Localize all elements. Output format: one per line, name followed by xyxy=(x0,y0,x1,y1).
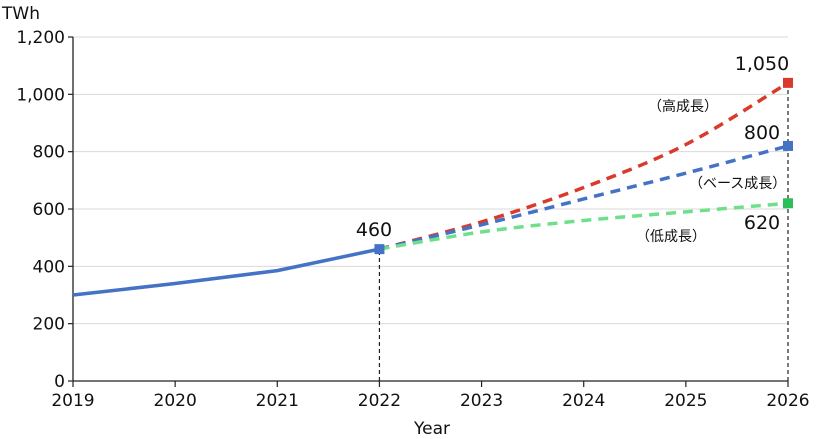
x-tick-label-7: 2026 xyxy=(766,391,809,411)
x-tick-label-1: 2020 xyxy=(154,391,197,411)
grid-lines xyxy=(73,36,788,325)
data-label-low-2026: 620 xyxy=(744,212,780,234)
series-lines xyxy=(72,81,789,297)
reference-lines xyxy=(378,82,789,381)
point-marker-3 xyxy=(783,198,793,209)
x-axis-title: Year xyxy=(413,419,450,439)
x-tick-label-4: 2023 xyxy=(460,391,503,411)
axes xyxy=(68,36,789,387)
y-tick-label-2: 400 xyxy=(33,257,65,277)
y-tick-label-6: 1,200 xyxy=(16,28,65,48)
series-line-1 xyxy=(378,81,789,251)
point-marker-2 xyxy=(783,140,793,151)
x-tick-label-2: 2021 xyxy=(256,391,299,411)
x-tick-label-5: 2024 xyxy=(562,391,605,411)
point-marker-1 xyxy=(783,77,793,88)
series-line-0 xyxy=(72,247,380,297)
y-tick-label-3: 600 xyxy=(33,200,65,220)
data-label-base-2026: 800 xyxy=(744,122,780,144)
y-tick-label-4: 800 xyxy=(33,143,65,163)
x-tick-label-0: 2019 xyxy=(51,391,94,411)
x-tick-label-6: 2025 xyxy=(664,391,707,411)
y-tick-label-0: 0 xyxy=(54,372,65,392)
series-label-low: （低成長） xyxy=(636,229,706,245)
data-label-high-2026: 1,050 xyxy=(735,53,789,75)
series-line-2 xyxy=(379,144,789,251)
y-tick-label-5: 1,000 xyxy=(16,85,65,105)
y-tick-label-1: 200 xyxy=(33,315,65,335)
end-markers xyxy=(374,77,793,255)
tick-labels: 0 200 400 600 800 1,000 1,200 2019 2020 2021 2022 2… xyxy=(16,28,809,411)
point-marker-0 xyxy=(374,244,385,255)
y-axis-title: TWh xyxy=(1,4,40,24)
x-tick-label-3: 2022 xyxy=(358,391,401,411)
data-label-2022: 460 xyxy=(356,219,392,241)
series-label-high: （高成長） xyxy=(648,98,718,115)
series-label-base: （ベース成長） xyxy=(689,176,786,192)
series-line-3 xyxy=(379,201,789,251)
